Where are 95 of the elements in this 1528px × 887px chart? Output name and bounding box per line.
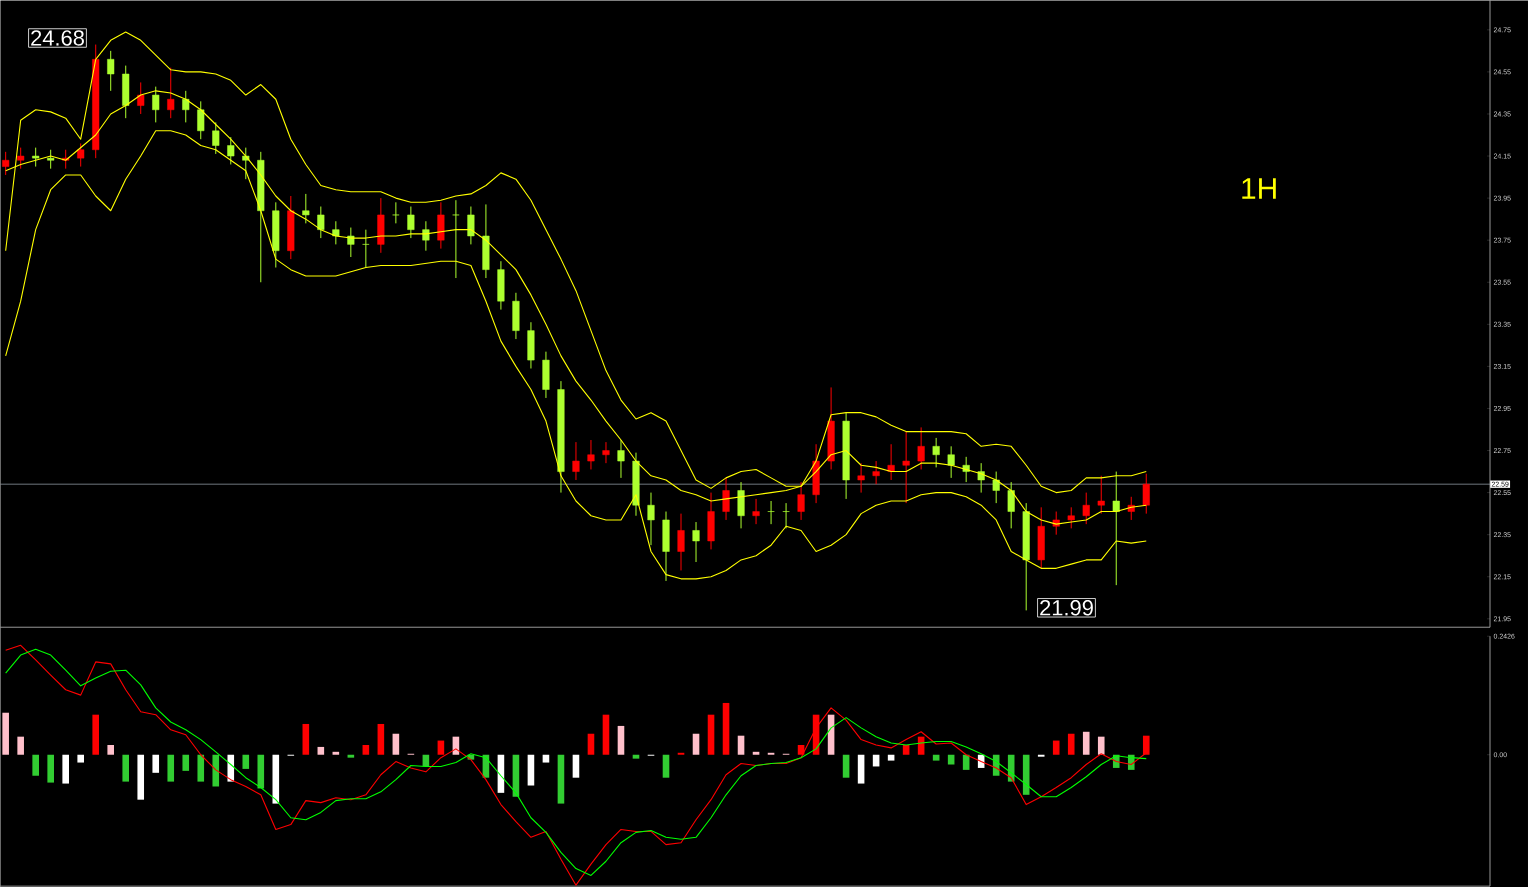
candlestick: [872, 460, 880, 485]
bar: [887, 754, 895, 761]
bar: [182, 754, 190, 771]
candlestick: [197, 100, 205, 140]
bar: [722, 702, 730, 755]
annotation: 24.68: [31, 30, 84, 46]
bar: [542, 754, 550, 763]
candlestick: [617, 439, 625, 479]
bar: [332, 751, 340, 755]
candlestick: [1082, 492, 1090, 525]
candlestick: [332, 220, 340, 245]
bar: [302, 723, 310, 755]
candlestick: [32, 147, 40, 167]
bar: [662, 754, 670, 778]
bar: [737, 735, 745, 755]
candlestick: [227, 136, 235, 165]
bar: [392, 733, 400, 755]
bar: [692, 733, 700, 755]
bar: [377, 723, 385, 755]
candlestick: [407, 205, 415, 239]
candlestick: [152, 86, 160, 123]
candlestick: [182, 90, 190, 123]
bar: [197, 754, 205, 782]
bar: [632, 754, 640, 759]
candlestick: [992, 470, 1000, 504]
candlestick: [107, 50, 115, 92]
candlestick: [602, 441, 610, 464]
candlestick: [47, 149, 55, 170]
bar: [107, 744, 115, 755]
bar: [122, 754, 130, 782]
bar: [842, 754, 850, 778]
bar: [947, 754, 955, 765]
bar: [857, 754, 865, 784]
candlestick: [452, 199, 460, 279]
bar: [152, 754, 160, 773]
candlestick: [887, 443, 895, 481]
bar: [2, 712, 9, 755]
candlestick: [977, 462, 985, 494]
candlestick: [137, 81, 145, 115]
bar: [527, 754, 535, 786]
bar: [572, 754, 580, 778]
candlestick: [392, 201, 400, 224]
candlestick: [77, 142, 85, 167]
bar: [347, 754, 355, 758]
candlestick: [677, 513, 685, 571]
bar: [62, 754, 69, 784]
candlestick: [647, 492, 655, 546]
candlestick: [587, 439, 595, 470]
bar: [557, 754, 565, 804]
candlestick: [167, 67, 175, 119]
candlestick: [932, 437, 940, 468]
bar: [707, 714, 715, 755]
candlestick: [572, 441, 580, 481]
bar: [362, 744, 370, 755]
candlestick: [1112, 470, 1120, 586]
bar: [752, 751, 760, 755]
candlestick: [467, 205, 475, 245]
bar: [1097, 736, 1105, 755]
candlestick: [317, 205, 325, 239]
candlestick: [17, 147, 25, 170]
candlestick: [857, 462, 865, 494]
bar: [617, 725, 625, 755]
candlestick: [752, 498, 760, 525]
candlestick: [1067, 506, 1075, 529]
bar: [257, 754, 265, 789]
bar: [77, 754, 84, 763]
bar: [32, 754, 39, 776]
bar: [167, 754, 175, 782]
candlestick: [947, 445, 955, 479]
candlestick: [1097, 475, 1105, 515]
bar: [317, 746, 325, 755]
candlestick: [1142, 473, 1150, 515]
candlestick: [917, 426, 925, 470]
bar: [587, 733, 595, 755]
candlestick: [212, 121, 220, 155]
candlestick: [692, 521, 700, 563]
candlestick: [797, 481, 805, 521]
bar: [932, 754, 940, 761]
text: 1H: [1242, 178, 1276, 199]
bar: [17, 736, 24, 755]
bar: [137, 754, 145, 800]
bar: [1067, 733, 1075, 755]
candlestick: [302, 193, 310, 224]
candlestick: [722, 477, 730, 521]
bar: [92, 714, 100, 755]
bar: [47, 754, 54, 783]
bar: [242, 754, 250, 769]
bar: [602, 714, 610, 755]
candlestick: [902, 431, 910, 504]
candlestick: [1007, 481, 1015, 529]
bar: [1052, 740, 1060, 755]
bar: [1082, 731, 1090, 755]
annotation: 21.99: [1040, 599, 1093, 616]
bar: [212, 754, 220, 787]
candlestick: [2, 151, 10, 176]
